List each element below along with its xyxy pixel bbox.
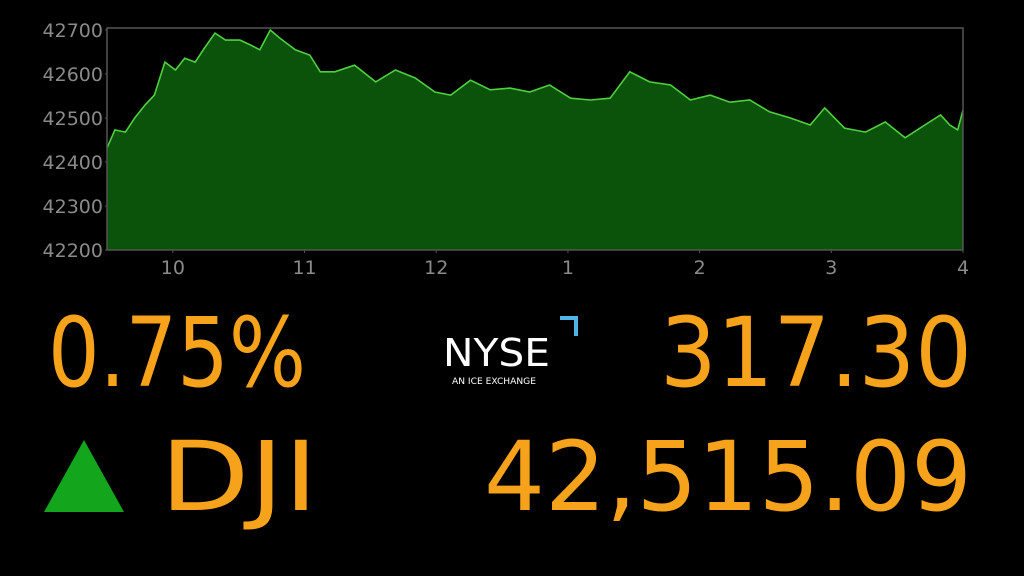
y-tick-label: 42700 xyxy=(43,20,103,42)
x-tick-label: 11 xyxy=(292,257,316,279)
plot-frame xyxy=(106,27,964,251)
y-tick-label: 42300 xyxy=(43,196,103,218)
area-line xyxy=(106,28,964,149)
y-tick-label: 42400 xyxy=(43,152,103,174)
x-tick-label: 2 xyxy=(694,257,706,279)
y-tick-label: 42600 xyxy=(43,64,103,86)
x-tick-label: 4 xyxy=(957,257,969,279)
x-tick-label: 1 xyxy=(562,257,574,279)
y-tick-label: 42200 xyxy=(43,240,103,262)
logo-bracket xyxy=(560,316,578,336)
up-arrow xyxy=(44,440,124,512)
area-fill xyxy=(107,30,963,250)
change-points: 317.30 xyxy=(660,297,972,409)
x-tick-label: 10 xyxy=(161,257,185,279)
y-tick-label: 42500 xyxy=(43,108,103,130)
logo-tagline: AN ICE EXCHANGE xyxy=(452,377,536,387)
x-tick-label: 12 xyxy=(424,257,448,279)
nyse-logo: NYSE AN ICE EXCHANGE xyxy=(443,316,578,387)
x-tick-label: 3 xyxy=(825,257,837,279)
change-percent: 0.75% xyxy=(48,297,306,409)
last-price: 42,515.09 xyxy=(484,421,972,533)
logo-name: NYSE xyxy=(443,331,550,375)
symbol: DJI xyxy=(160,421,318,533)
